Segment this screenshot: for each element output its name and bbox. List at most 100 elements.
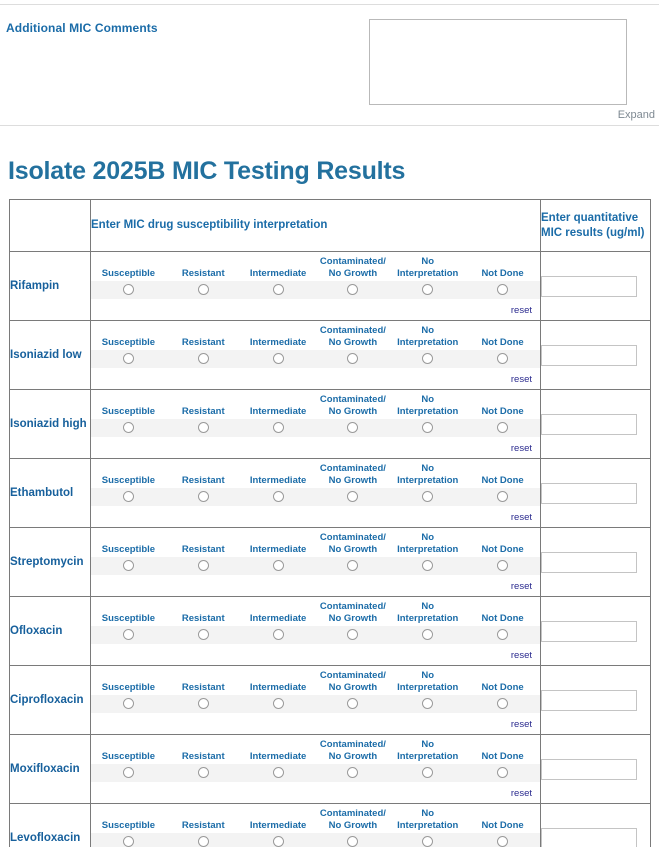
radio-slot[interactable] <box>241 284 316 295</box>
radio-button[interactable] <box>197 284 209 295</box>
radio-slot[interactable] <box>91 560 166 571</box>
radio-button[interactable] <box>497 353 509 364</box>
radio-button[interactable] <box>197 560 209 571</box>
additional-mic-comments-textarea[interactable] <box>369 19 627 105</box>
radio-slot[interactable] <box>166 491 241 502</box>
radio-button[interactable] <box>122 353 134 364</box>
radio-button[interactable] <box>497 767 509 778</box>
quantitative-mic-input[interactable] <box>541 482 637 504</box>
radio-slot[interactable] <box>465 560 540 571</box>
radio-button[interactable] <box>422 422 434 433</box>
radio-button[interactable] <box>272 629 284 640</box>
quantitative-mic-input[interactable] <box>541 758 637 780</box>
radio-slot[interactable] <box>315 353 390 364</box>
radio-button[interactable] <box>197 491 209 502</box>
radio-slot[interactable] <box>241 767 316 778</box>
radio-button[interactable] <box>347 767 359 778</box>
reset-link[interactable]: reset <box>510 374 532 385</box>
radio-button[interactable] <box>272 698 284 709</box>
radio-button[interactable] <box>122 767 134 778</box>
radio-button[interactable] <box>272 767 284 778</box>
radio-slot[interactable] <box>315 491 390 502</box>
radio-button[interactable] <box>347 560 359 571</box>
radio-slot[interactable] <box>465 422 540 433</box>
radio-button[interactable] <box>122 491 134 502</box>
radio-slot[interactable] <box>166 629 241 640</box>
radio-slot[interactable] <box>166 353 241 364</box>
radio-slot[interactable] <box>91 836 166 847</box>
radio-slot[interactable] <box>241 491 316 502</box>
reset-link[interactable]: reset <box>510 719 532 730</box>
radio-slot[interactable] <box>465 767 540 778</box>
radio-button[interactable] <box>497 629 509 640</box>
radio-button[interactable] <box>422 629 434 640</box>
radio-slot[interactable] <box>166 767 241 778</box>
radio-button[interactable] <box>422 284 434 295</box>
radio-slot[interactable] <box>390 629 465 640</box>
radio-slot[interactable] <box>241 422 316 433</box>
radio-slot[interactable] <box>465 284 540 295</box>
quantitative-mic-input[interactable] <box>541 620 637 642</box>
radio-button[interactable] <box>497 491 509 502</box>
radio-slot[interactable] <box>91 284 166 295</box>
radio-slot[interactable] <box>390 560 465 571</box>
radio-slot[interactable] <box>315 284 390 295</box>
radio-button[interactable] <box>197 767 209 778</box>
radio-button[interactable] <box>122 629 134 640</box>
radio-slot[interactable] <box>390 491 465 502</box>
radio-button[interactable] <box>347 422 359 433</box>
quantitative-mic-input[interactable] <box>541 413 637 435</box>
radio-button[interactable] <box>122 284 134 295</box>
radio-slot[interactable] <box>390 767 465 778</box>
radio-button[interactable] <box>422 491 434 502</box>
radio-button[interactable] <box>122 836 134 847</box>
radio-slot[interactable] <box>166 698 241 709</box>
radio-slot[interactable] <box>241 698 316 709</box>
radio-slot[interactable] <box>465 491 540 502</box>
radio-button[interactable] <box>347 836 359 847</box>
reset-link[interactable]: reset <box>510 305 532 316</box>
quantitative-mic-input[interactable] <box>541 827 637 847</box>
radio-slot[interactable] <box>241 836 316 847</box>
radio-slot[interactable] <box>315 629 390 640</box>
radio-slot[interactable] <box>166 422 241 433</box>
radio-slot[interactable] <box>91 698 166 709</box>
radio-button[interactable] <box>347 698 359 709</box>
radio-button[interactable] <box>347 491 359 502</box>
radio-slot[interactable] <box>91 629 166 640</box>
reset-link[interactable]: reset <box>510 581 532 592</box>
radio-slot[interactable] <box>91 767 166 778</box>
radio-button[interactable] <box>347 284 359 295</box>
radio-button[interactable] <box>422 560 434 571</box>
reset-link[interactable]: reset <box>510 788 532 799</box>
radio-button[interactable] <box>422 836 434 847</box>
radio-button[interactable] <box>497 836 509 847</box>
quantitative-mic-input[interactable] <box>541 275 637 297</box>
radio-button[interactable] <box>422 698 434 709</box>
radio-slot[interactable] <box>241 629 316 640</box>
quantitative-mic-input[interactable] <box>541 689 637 711</box>
radio-slot[interactable] <box>315 767 390 778</box>
radio-button[interactable] <box>272 284 284 295</box>
radio-slot[interactable] <box>91 353 166 364</box>
radio-slot[interactable] <box>465 836 540 847</box>
radio-button[interactable] <box>197 836 209 847</box>
radio-button[interactable] <box>122 560 134 571</box>
radio-slot[interactable] <box>390 422 465 433</box>
radio-button[interactable] <box>272 422 284 433</box>
radio-slot[interactable] <box>465 698 540 709</box>
radio-button[interactable] <box>197 353 209 364</box>
radio-slot[interactable] <box>390 284 465 295</box>
radio-button[interactable] <box>422 353 434 364</box>
radio-button[interactable] <box>422 767 434 778</box>
radio-slot[interactable] <box>166 560 241 571</box>
radio-button[interactable] <box>272 560 284 571</box>
radio-slot[interactable] <box>315 698 390 709</box>
radio-button[interactable] <box>197 698 209 709</box>
radio-slot[interactable] <box>166 284 241 295</box>
radio-button[interactable] <box>272 491 284 502</box>
radio-slot[interactable] <box>390 353 465 364</box>
radio-slot[interactable] <box>465 353 540 364</box>
radio-button[interactable] <box>347 629 359 640</box>
quantitative-mic-input[interactable] <box>541 551 637 573</box>
